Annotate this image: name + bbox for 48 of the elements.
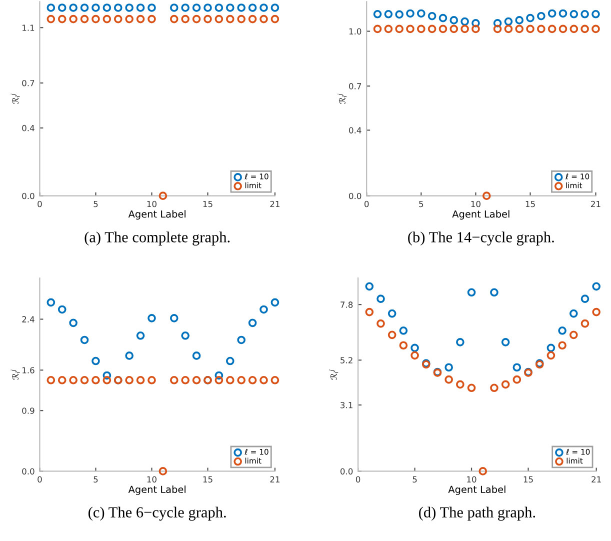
y-axis-title: ℛ$_{i}$$^{j}$	[338, 94, 347, 104]
x-tick-label: 0	[356, 476, 360, 483]
y-axis-title: ℛ$_{i}$$^{j}$	[329, 370, 338, 380]
y-tick-label: 0.7	[22, 80, 34, 86]
y-tick-label: 0.0	[22, 192, 34, 200]
x-tick-label: 5	[94, 476, 98, 483]
y-tick-label: 7.8	[340, 302, 353, 308]
y-tick-label: 0.7	[349, 83, 362, 90]
x-axis-title: Agent Label	[452, 210, 510, 220]
text: (a) The complete graph.	[84, 232, 230, 246]
y-tick-label: 0.0	[22, 468, 34, 474]
x-tick-label: 15	[203, 200, 212, 208]
text: (b) The 14−cycle graph.	[408, 232, 554, 246]
x-axis-title: Agent Label	[128, 210, 186, 220]
y-tick-label: 1.1	[22, 24, 34, 31]
x-tick-label: 15	[524, 476, 533, 483]
y-tick-label: 0.0	[340, 468, 353, 474]
x-tick-label: 15	[203, 476, 212, 483]
y-axis-title: ℛ$_{i}$$^{j}$	[10, 370, 20, 380]
x-tick-label: 10	[467, 476, 476, 483]
x-tick-label: 5	[419, 200, 424, 208]
x-tick-label: 0	[38, 476, 42, 483]
y-tick-label: 0.0	[349, 192, 362, 200]
y-tick-label: 1.0	[349, 28, 362, 35]
x-tick-label: 10	[147, 476, 156, 483]
y-axis-title: ℛ$_{i}$$^{j}$	[10, 94, 20, 104]
x-tick-label: 10	[471, 200, 480, 208]
y-tick-label: 3.1	[340, 402, 352, 408]
x-tick-label: 21	[592, 476, 601, 482]
y-tick-label: 2.4	[22, 316, 34, 322]
x-tick-label: 0	[364, 200, 369, 208]
y-tick-label: 0.9	[22, 408, 34, 414]
x-tick-label: 5	[412, 476, 417, 483]
y-tick-label: 5.2	[340, 357, 352, 364]
y-tick-label: 0.4	[349, 127, 362, 134]
x-tick-label: 21	[591, 200, 600, 208]
text: (c) The 6−cycle graph.	[88, 506, 226, 521]
x-axis-title: Agent Label	[128, 486, 186, 495]
x-tick-label: 21	[270, 476, 280, 482]
x-tick-label: 5	[94, 200, 98, 208]
x-tick-label: 15	[526, 200, 535, 208]
x-tick-label: 21	[270, 200, 280, 208]
x-tick-label: 0	[38, 200, 42, 208]
y-tick-label: 1.6	[22, 367, 34, 374]
y-tick-label: 0.4	[22, 124, 34, 132]
text: (d) The path graph.	[419, 506, 536, 521]
x-axis-title: Agent Label	[448, 486, 506, 495]
x-tick-label: 10	[147, 200, 156, 208]
